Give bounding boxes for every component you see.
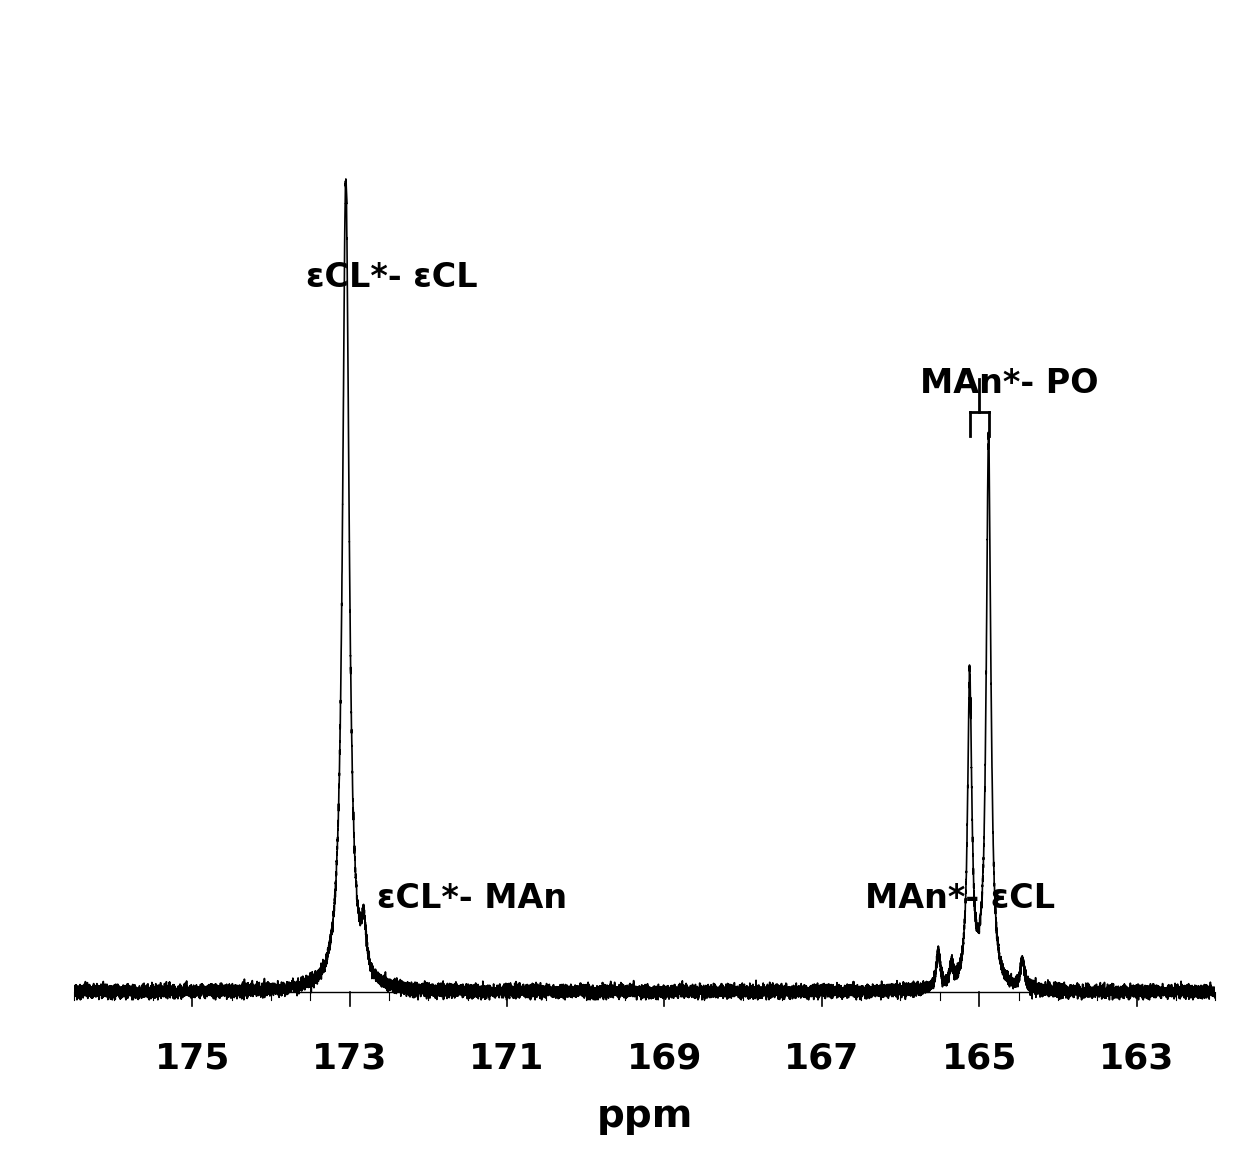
Text: εCL*- MAn: εCL*- MAn	[377, 882, 568, 915]
Text: MAn*- εCL: MAn*- εCL	[866, 882, 1055, 915]
Text: MAn*- PO: MAn*- PO	[920, 367, 1099, 400]
Text: εCL*- εCL: εCL*- εCL	[306, 262, 479, 294]
X-axis label: ppm: ppm	[596, 1097, 693, 1134]
